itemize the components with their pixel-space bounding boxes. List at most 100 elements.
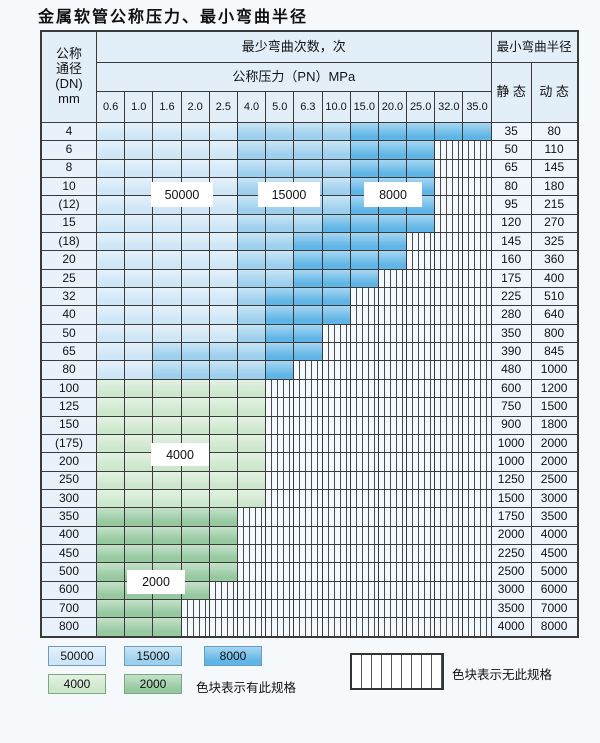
dn-cell: (175) [42,434,96,453]
dynamic-value-cell: 2000 [531,434,577,453]
zone-cell [237,563,266,581]
zone-cell [407,489,435,508]
zone-cell [322,599,350,618]
zone-cell [378,434,407,453]
zone-cell [322,453,350,471]
pressure-tick: 2.5 [209,92,237,122]
zone-cell [463,233,491,251]
static-value-cell: 225 [491,288,531,306]
zone-cell [266,251,294,269]
zone-cell [209,141,237,159]
zone-cell [237,599,266,618]
zone-cell [407,159,435,178]
zone-cell [237,343,266,361]
zone-cell [125,123,153,141]
zone-cell [125,306,153,324]
dn-header: 公称 通径 (DN) mm [42,32,96,122]
zone-cell [322,544,350,563]
zone-cell [435,379,463,398]
zone-cell [294,379,322,398]
zone-cell [294,123,322,141]
zone-cell [266,416,294,434]
zone-cell [407,544,435,563]
dn-cell: 700 [42,599,96,618]
zone-cell [294,361,322,379]
zone-cell [322,178,350,196]
zone-cell [181,618,209,636]
dynamic-value-cell: 5000 [531,563,577,581]
zone-cell [378,324,407,343]
zone-cell [378,233,407,251]
dynamic-value-cell: 325 [531,233,577,251]
zone-cell [294,581,322,599]
zone-cell [407,508,435,526]
zone-cell [294,251,322,269]
zone-cell [463,306,491,324]
dn-cell: 800 [42,618,96,636]
zone-cell [322,159,350,178]
static-value-cell: 1750 [491,508,531,526]
zone-cell [463,489,491,508]
static-value-cell: 1500 [491,489,531,508]
zone-cell [322,233,350,251]
dn-cell: 8 [42,159,96,178]
pressure-tick: 2.0 [181,92,209,122]
zone-cell [209,269,237,288]
dn-cell: 100 [42,379,96,398]
dn-cell: 450 [42,544,96,563]
bend-times-header: 最少弯曲次数，次 [97,32,491,62]
zone-cell [378,288,407,306]
zone-cell [266,214,294,233]
zone-cell [209,471,237,489]
zone-cell [378,398,407,416]
zone-cell [435,288,463,306]
dynamic-value-cell: 1000 [531,361,577,379]
dynamic-value-cell: 270 [531,214,577,233]
pressure-tick: 5.0 [266,92,294,122]
zone-cell [407,269,435,288]
zone-cell [181,361,209,379]
zone-cell [322,581,350,599]
pressure-tick: 0.6 [97,92,125,122]
pressure-tick: 32.0 [435,92,463,122]
dn-cell: 4 [42,123,96,141]
dn-cell: 350 [42,508,96,526]
dynamic-header: 动 态 [531,63,577,122]
zone-cell [322,269,350,288]
zone-cell [97,233,125,251]
radius-header: 最小弯曲半径 [491,32,577,62]
zone-cell [97,141,125,159]
dn-cell: 32 [42,288,96,306]
zone-cell [322,361,350,379]
zone-cell [125,214,153,233]
zone-cell [181,251,209,269]
zone-cell [125,343,153,361]
dynamic-value-cell: 3500 [531,508,577,526]
zone-cell [209,398,237,416]
zone-cell [153,618,181,636]
static-value-cell: 2500 [491,563,531,581]
zone-cell [435,599,463,618]
zone-cell [407,434,435,453]
zone-cell [237,233,266,251]
zone-cell [97,599,125,618]
zone-cell [322,563,350,581]
zone-cell [350,324,378,343]
zone-cell [181,508,209,526]
zone-cell [350,618,378,636]
zone-cell [407,361,435,379]
static-header: 静 态 [491,63,531,122]
zone-cell [350,599,378,618]
zone-cell [125,324,153,343]
zone-cell [266,159,294,178]
dn-cell: 80 [42,361,96,379]
zone-cell [153,343,181,361]
zone-cell [181,288,209,306]
pressure-table: 公称 通径 (DN) mm 最少弯曲次数，次 公称压力（PN）MPa 最小弯曲半… [40,30,579,638]
static-value-cell: 600 [491,379,531,398]
zone-cell [378,416,407,434]
zone-cell [153,544,181,563]
zone-cell [378,489,407,508]
zone-cell [294,526,322,544]
